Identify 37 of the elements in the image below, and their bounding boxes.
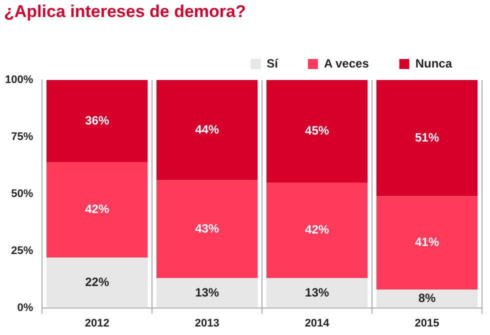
y-tick-label: 0% bbox=[17, 302, 34, 314]
y-tick-label: 100% bbox=[4, 74, 34, 86]
bar bbox=[266, 182, 368, 278]
y-tick-label: 50% bbox=[11, 188, 34, 200]
chart-title: ¿Aplica intereses de demora? bbox=[4, 2, 246, 22]
data-label: 36% bbox=[85, 113, 110, 128]
x-tick-label: 2014 bbox=[304, 317, 330, 330]
bar bbox=[46, 162, 148, 258]
data-label: 45% bbox=[305, 124, 330, 138]
data-label: 8% bbox=[418, 291, 436, 305]
bar bbox=[156, 278, 258, 308]
bar bbox=[46, 80, 148, 162]
bar bbox=[156, 180, 258, 278]
bar bbox=[376, 290, 478, 308]
data-label: 13% bbox=[195, 285, 220, 300]
bar bbox=[266, 80, 368, 183]
data-label: 13% bbox=[305, 285, 330, 300]
bar bbox=[376, 80, 478, 196]
data-label: 22% bbox=[85, 275, 110, 290]
data-label: 41% bbox=[415, 235, 440, 250]
data-label: 44% bbox=[195, 122, 220, 136]
y-tick-label: 25% bbox=[11, 244, 34, 257]
bar bbox=[46, 258, 148, 308]
bar bbox=[376, 196, 478, 290]
x-tick-label: 2013 bbox=[194, 317, 220, 330]
bar bbox=[156, 80, 258, 180]
legend-label: Nunca bbox=[415, 56, 452, 70]
data-label: 42% bbox=[85, 202, 110, 216]
x-tick-label: 2012 bbox=[84, 317, 110, 330]
bar bbox=[266, 278, 368, 308]
data-label: 42% bbox=[305, 222, 330, 237]
x-tick-label: 2015 bbox=[414, 317, 440, 330]
legend-label: Sí bbox=[266, 56, 279, 70]
data-label: 51% bbox=[415, 130, 440, 144]
y-tick-label: 75% bbox=[11, 130, 34, 143]
data-label: 43% bbox=[195, 222, 220, 236]
legend-label: A veces bbox=[324, 56, 370, 70]
